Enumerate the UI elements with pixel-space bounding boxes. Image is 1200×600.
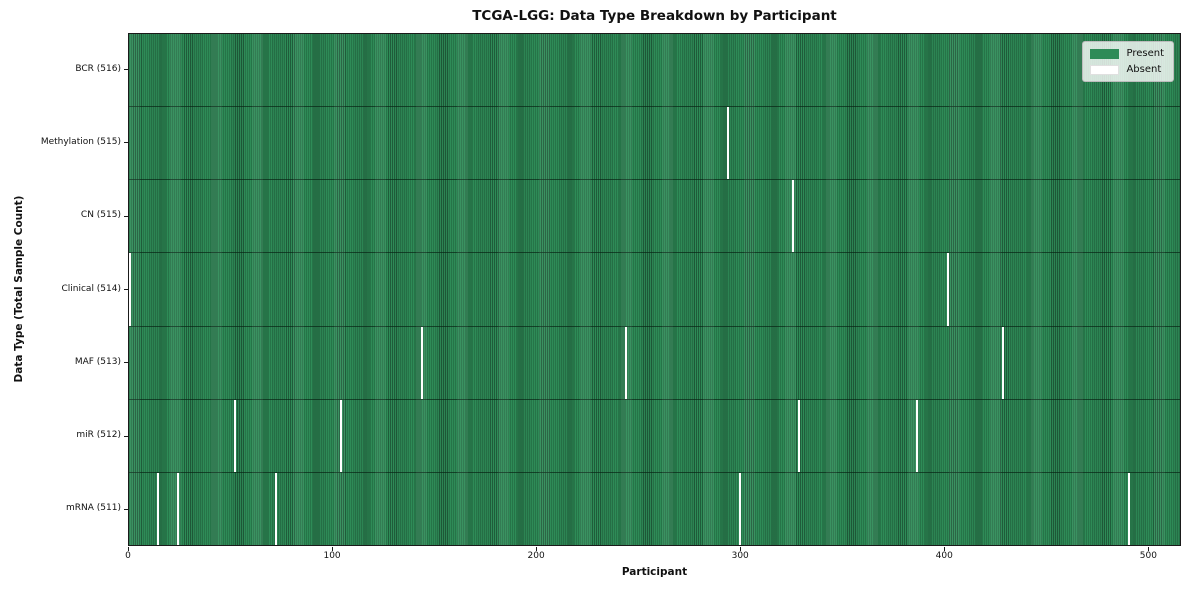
y-tick-mark	[124, 69, 128, 71]
y-tick-mark	[124, 362, 128, 364]
x-tick-mark	[128, 547, 129, 551]
y-tick-label: Methylation (515)	[40, 136, 121, 147]
data-type-row-mir	[129, 399, 1180, 473]
data-type-row-clinical	[129, 253, 1180, 327]
legend-label-present: Present	[1126, 48, 1164, 59]
y-tick-label: miR (512)	[76, 430, 121, 441]
y-tick-mark	[124, 435, 128, 437]
absent-line	[156, 472, 159, 545]
y-tick-label: mRNA (511)	[66, 503, 121, 514]
y-tick-label: CN (515)	[80, 210, 121, 221]
data-type-row-mrna	[129, 472, 1180, 545]
data-type-row-bcr	[129, 34, 1180, 108]
x-tick-mark	[944, 547, 946, 551]
absent-line	[421, 326, 424, 399]
y-tick-mark	[124, 289, 128, 290]
absent-line	[739, 472, 742, 545]
absent-line	[798, 399, 801, 472]
x-tick-mark	[332, 547, 334, 551]
present-swatch-icon	[1090, 48, 1120, 59]
absent-line	[233, 399, 236, 472]
y-tick-label: BCR (516)	[75, 63, 121, 74]
x-tick-label: 500	[1139, 551, 1157, 561]
absent-line	[1001, 326, 1004, 399]
absent-line	[274, 472, 277, 545]
legend-entry-present: Present	[1090, 48, 1164, 59]
absent-line	[916, 399, 919, 472]
absent-swatch-icon	[1090, 64, 1120, 75]
absent-line	[129, 253, 131, 326]
y-tick-label: Clinical (514)	[61, 283, 121, 294]
x-tick-label: 300	[731, 551, 749, 561]
x-tick-mark	[740, 547, 742, 551]
row-container	[129, 34, 1180, 545]
y-tick-mark	[124, 215, 128, 217]
x-tick-label: 200	[527, 551, 545, 561]
absent-line	[624, 326, 627, 399]
x-tick-label: 100	[323, 551, 341, 561]
legend: Present Absent	[1082, 41, 1174, 82]
y-tick-mark	[124, 508, 128, 510]
data-type-row-maf	[129, 326, 1180, 400]
y-tick-label: MAF (513)	[74, 356, 121, 367]
data-type-row-methylation	[129, 107, 1180, 181]
absent-line	[1128, 472, 1131, 545]
y-tick-mark	[124, 142, 128, 144]
absent-line	[176, 472, 179, 545]
x-tick-mark	[1148, 547, 1150, 551]
legend-entry-absent: Absent	[1090, 64, 1164, 75]
absent-line	[792, 180, 794, 253]
absent-line	[726, 107, 729, 180]
x-tick-label: 0	[125, 551, 131, 561]
legend-label-absent: Absent	[1126, 64, 1162, 75]
x-tick-label: 400	[935, 551, 953, 561]
data-type-row-cn	[129, 180, 1180, 254]
plot-area: Present Absent	[128, 33, 1181, 546]
chart-title: TCGA-LGG: Data Type Breakdown by Partici…	[472, 8, 837, 24]
x-axis-label: Participant	[621, 566, 688, 578]
absent-line	[339, 399, 342, 472]
absent-line	[946, 253, 949, 326]
x-tick-mark	[536, 547, 538, 551]
